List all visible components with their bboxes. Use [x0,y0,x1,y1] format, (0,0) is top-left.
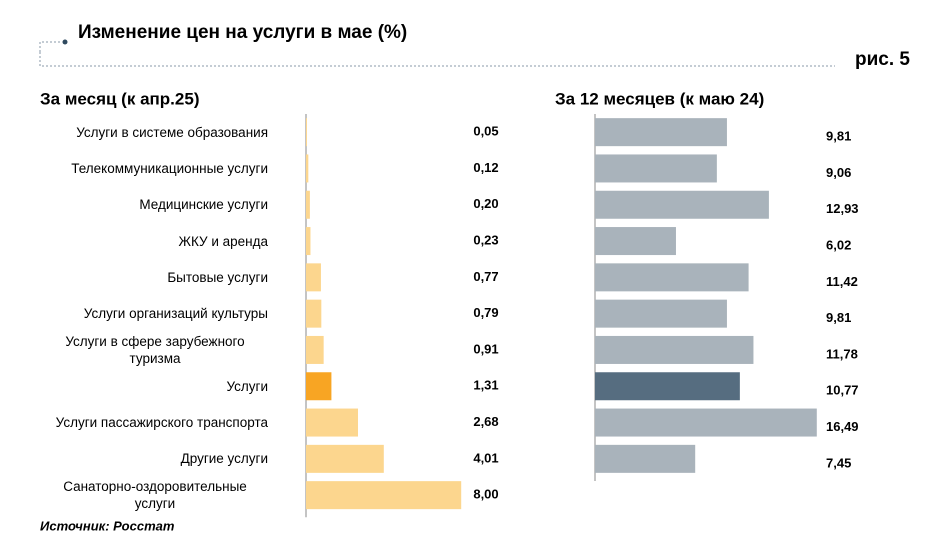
bar [306,118,307,147]
value-label: 0,05 [473,124,498,139]
category-text: Услуги в сфере зарубежного туризма [65,333,245,366]
bar [595,408,817,437]
source: Источник: Росстат [40,518,175,533]
bar [306,263,321,292]
bar [595,372,740,401]
value-label: 0,20 [473,196,498,211]
value-label: 0,77 [473,269,498,284]
value-label: 2,68 [473,414,498,429]
bar [595,444,696,473]
category-label: Услуги организаций культуры [30,305,268,322]
bar [595,227,676,256]
category-label: Медицинские услуги [30,196,268,213]
bar [306,372,332,401]
frame-line [39,41,835,67]
category-text: Бытовые услуги [167,269,268,285]
bar [306,444,384,473]
value-label: 6,02 [826,237,851,252]
value-label: 7,45 [826,455,851,470]
category-label: Бытовые услуги [30,269,268,286]
category-text: Другие услуги [180,451,268,467]
category-label: Услуги в сфере зарубежного туризма [30,333,268,367]
bar [306,408,358,437]
category-text: Медицинские услуги [139,197,268,213]
bar [306,335,324,364]
category-label: Услуги пассажирского транспорта [30,414,268,431]
bar [306,154,309,183]
bar [595,335,754,364]
bar [306,299,322,328]
value-label: 10,77 [826,383,859,398]
value-label: 0,79 [473,305,498,320]
value-label: 9,06 [826,165,851,180]
value-label: 9,81 [826,310,851,325]
category-text: Санаторно-оздоровительные услуги [63,479,247,512]
category-label: Другие услуги [30,450,268,467]
category-label: ЖКУ и аренда [30,233,268,250]
value-label: 0,23 [473,232,498,247]
bar [306,227,311,256]
bar [595,154,717,183]
value-label: 0,12 [473,160,498,175]
chart-title: За месяц (к апр.25) [40,89,199,108]
value-label: 9,81 [826,129,851,144]
value-label: 0,91 [473,341,498,356]
category-text: Услуги организаций культуры [83,306,268,322]
category-text: Услуги [226,378,268,394]
category-text: Услуги пассажирского транспорта [55,415,268,431]
bar [595,190,769,219]
figure-label: рис. 5 [855,49,910,70]
category-text: Услуги в системе образования [76,124,268,140]
chart-title: За 12 месяцев (к маю 24) [555,89,764,108]
value-label: 11,78 [826,346,858,361]
bar [306,190,310,219]
value-label: 11,42 [826,274,858,289]
bar [595,118,727,147]
value-label: 8,00 [473,487,498,502]
category-label: Санаторно-оздоровительные услуги [30,478,268,512]
bar [595,299,727,328]
value-label: 4,01 [473,450,498,465]
value-label: 1,31 [473,378,498,393]
value-label: 16,49 [826,419,859,434]
category-label: Услуги [30,378,268,395]
bar [595,263,749,292]
bar [306,481,462,510]
bullet [62,39,68,45]
category-text: ЖКУ и аренда [178,233,268,249]
title: Изменение цен на услуги в мае (%) [78,22,407,43]
category-text: Телекоммуникационные услуги [71,160,268,176]
category-label: Услуги в системе образования [30,124,268,141]
category-label: Телекоммуникационные услуги [30,160,268,177]
value-label: 12,93 [826,201,859,216]
